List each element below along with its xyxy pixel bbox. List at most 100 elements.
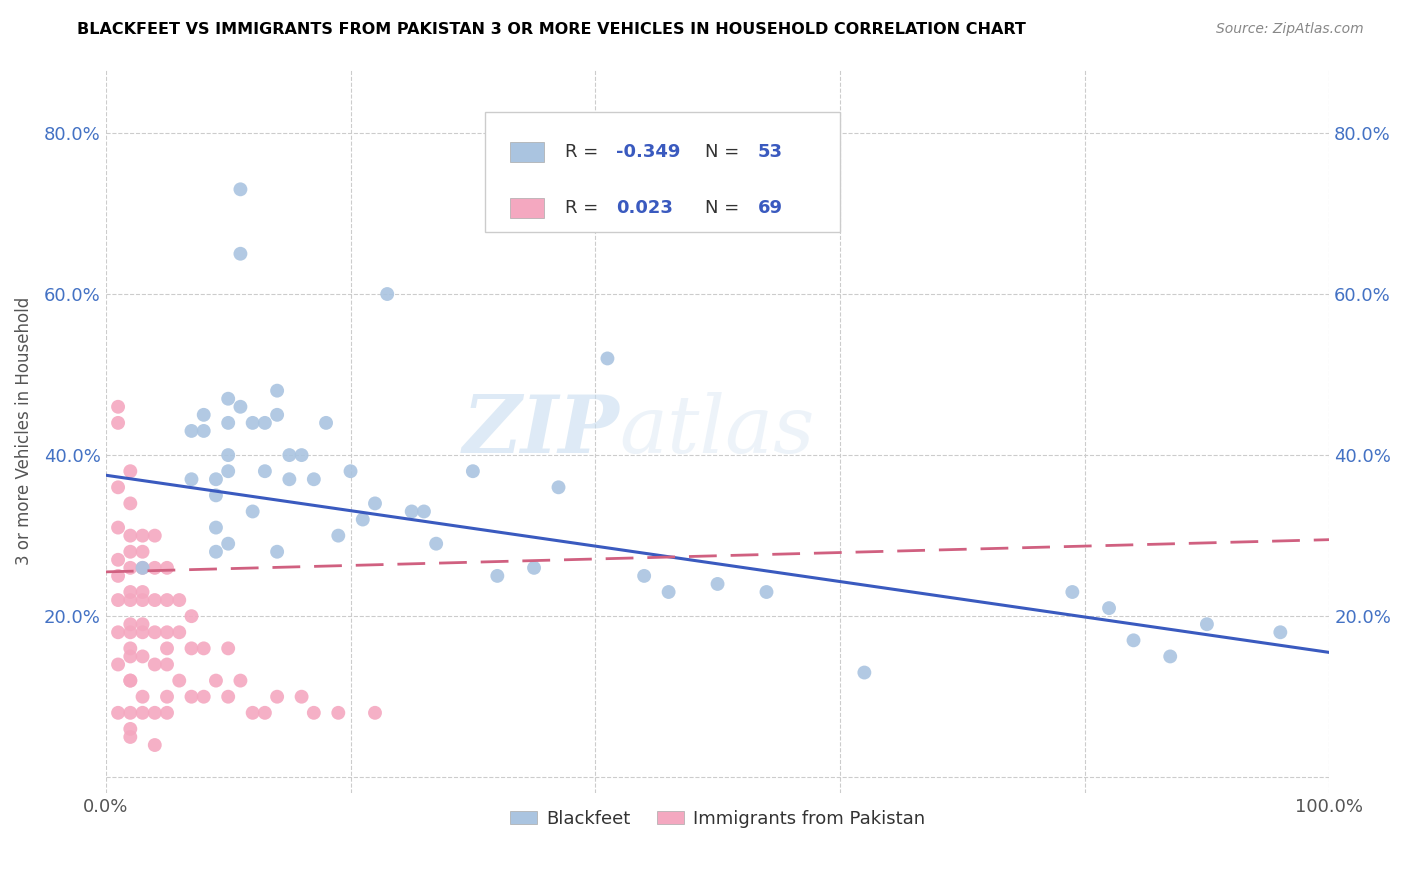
Point [131,593,153,607]
Point [143,593,166,607]
Point [131,545,153,559]
Point [156,561,179,575]
Point [120,496,142,510]
Text: 0.023: 0.023 [616,199,673,218]
Point [120,722,142,736]
Point [205,472,228,486]
Point [205,520,228,534]
Point [167,593,190,607]
Point [1122,633,1144,648]
Point [339,464,361,478]
Point [156,657,179,672]
Point [242,504,264,518]
Point [364,496,387,510]
Point [364,706,387,720]
Point [120,593,142,607]
Point [180,641,202,656]
Point [107,569,129,583]
Point [120,730,142,744]
Point [131,561,153,575]
Point [302,472,325,486]
Point [217,464,239,478]
Point [120,545,142,559]
Point [461,464,484,478]
Point [131,649,153,664]
Point [120,617,142,632]
Point [217,448,239,462]
Text: -0.349: -0.349 [616,143,681,161]
Point [143,738,166,752]
Point [167,673,190,688]
Point [706,577,728,591]
Text: Source: ZipAtlas.com: Source: ZipAtlas.com [1216,22,1364,37]
Point [205,673,228,688]
Point [328,528,350,542]
Text: atlas: atlas [620,392,815,470]
Point [486,569,509,583]
Point [302,706,325,720]
Point [107,553,129,567]
Text: R =: R = [565,143,603,161]
Point [205,488,228,502]
Y-axis label: 3 or more Vehicles in Household: 3 or more Vehicles in Household [15,297,32,565]
Point [193,424,215,438]
Text: N =: N = [706,199,745,218]
Text: N =: N = [706,143,745,161]
Text: 69: 69 [758,199,783,218]
Point [193,641,215,656]
Point [266,545,288,559]
Text: R =: R = [565,199,603,218]
Point [253,706,276,720]
Point [1098,601,1121,615]
Point [180,609,202,624]
Point [266,384,288,398]
Point [193,690,215,704]
Point [425,537,447,551]
Point [120,585,142,599]
Point [120,673,142,688]
Point [120,706,142,720]
Point [547,480,569,494]
Point [131,561,153,575]
Point [107,625,129,640]
Point [242,706,264,720]
Point [523,561,546,575]
Point [401,504,423,518]
Text: ZIP: ZIP [463,392,620,470]
Point [217,641,239,656]
Point [253,464,276,478]
Point [120,673,142,688]
Point [375,287,398,301]
Point [131,625,153,640]
Point [1159,649,1181,664]
Point [107,706,129,720]
Point [143,706,166,720]
Point [205,545,228,559]
Point [120,528,142,542]
Point [131,706,153,720]
Point [120,464,142,478]
Point [291,690,314,704]
Point [107,480,129,494]
Point [658,585,681,599]
Text: BLACKFEET VS IMMIGRANTS FROM PAKISTAN 3 OR MORE VEHICLES IN HOUSEHOLD CORRELATIO: BLACKFEET VS IMMIGRANTS FROM PAKISTAN 3 … [77,22,1026,37]
Bar [509,142,544,162]
Point [278,472,301,486]
Point [143,657,166,672]
Point [328,706,350,720]
Point [120,641,142,656]
Point [120,649,142,664]
Point [131,690,153,704]
Point [217,392,239,406]
Point [352,512,374,526]
Point [1270,625,1292,640]
Point [755,585,778,599]
Point [229,400,252,414]
Point [107,416,129,430]
Point [156,593,179,607]
Point [1062,585,1084,599]
Point [242,416,264,430]
Point [229,246,252,260]
Point [266,690,288,704]
Point [315,416,337,430]
